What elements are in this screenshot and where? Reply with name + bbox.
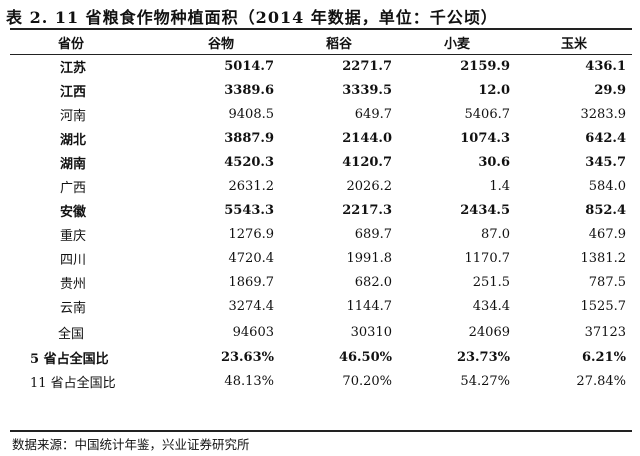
province-cell: 全国: [58, 326, 85, 342]
value-cell: 3339.5: [342, 82, 392, 98]
grain-area-table: 省份 谷物 稻谷 小麦 玉米 江苏 5014.7 2271.7 2159.9 436.1…: [10, 30, 632, 393]
header-rule: [10, 54, 632, 55]
value-cell: 48.13%: [224, 373, 274, 389]
value-cell: 1276.9: [228, 227, 275, 243]
province-cell: 江西: [60, 84, 87, 100]
value-cell: 682.0: [354, 275, 392, 291]
value-cell: 1.4: [489, 179, 510, 195]
value-cell: 1381.2: [580, 251, 627, 267]
table-row: 湖南 4520.3 4120.7 30.6 345.7: [10, 150, 632, 174]
table-row: 云南 3274.4 1144.7 434.4 1525.7: [10, 295, 632, 319]
province-cell: 河南: [60, 108, 87, 124]
header-wheat: 小麦: [443, 36, 470, 52]
table-title: 表 2. 11 省粮食作物种植面积（2014 年数据，单位：千公顷）: [6, 8, 498, 27]
value-cell: 2159.9: [460, 58, 510, 74]
value-cell: 70.20%: [342, 373, 392, 389]
province-cell: 安徽: [60, 205, 87, 221]
value-cell: 4520.3: [224, 154, 274, 170]
value-cell: 23.73%: [456, 349, 510, 365]
value-cell: 434.4: [472, 299, 510, 315]
table-row: 重庆 1276.9 689.7 87.0 467.9: [10, 223, 632, 247]
province-cell: 5 省占全国比: [30, 351, 109, 367]
value-cell: 1869.7: [228, 275, 275, 291]
province-cell: 湖北: [60, 132, 87, 148]
value-cell: 37123: [584, 324, 626, 340]
table-row: 湖北 3887.9 2144.0 1074.3 642.4: [10, 126, 632, 150]
province-cell: 贵州: [60, 277, 87, 293]
value-cell: 5543.3: [224, 203, 274, 219]
value-cell: 649.7: [354, 106, 392, 122]
table-row: 贵州 1869.7 682.0 251.5 787.5: [10, 271, 632, 295]
value-cell: 24069: [468, 324, 510, 340]
value-cell: 30.6: [478, 154, 510, 170]
value-cell: 54.27%: [460, 373, 510, 389]
province-cell: 四川: [60, 253, 87, 269]
value-cell: 787.5: [588, 275, 626, 291]
value-cell: 87.0: [481, 227, 510, 243]
value-cell: 2271.7: [342, 58, 392, 74]
value-cell: 2026.2: [346, 179, 393, 195]
value-cell: 4720.4: [228, 251, 275, 267]
value-cell: 467.9: [588, 227, 626, 243]
header-row: 省份 谷物 稻谷 小麦 玉米: [10, 30, 632, 54]
province-cell: 江苏: [60, 60, 87, 76]
table-row: 广西 2631.2 2026.2 1.4 584.0: [10, 174, 632, 198]
value-cell: 5014.7: [224, 58, 274, 74]
value-cell: 6.21%: [581, 349, 626, 365]
value-cell: 436.1: [585, 58, 626, 74]
value-cell: 46.50%: [338, 349, 392, 365]
value-cell: 30310: [350, 324, 392, 340]
value-cell: 23.63%: [220, 349, 274, 365]
value-cell: 1144.7: [346, 299, 393, 315]
value-cell: 3389.6: [224, 82, 274, 98]
value-cell: 3274.4: [228, 299, 275, 315]
value-cell: 29.9: [594, 82, 626, 98]
value-cell: 3283.9: [580, 106, 627, 122]
province-cell: 重庆: [60, 229, 87, 245]
value-cell: 852.4: [585, 203, 626, 219]
value-cell: 3887.9: [224, 130, 274, 146]
table-row: 安徽 5543.3 2217.3 2434.5 852.4: [10, 199, 632, 223]
table-row: 四川 4720.4 1991.8 1170.7 1381.2: [10, 247, 632, 271]
value-cell: 2631.2: [228, 179, 275, 195]
value-cell: 2217.3: [342, 203, 392, 219]
value-cell: 2434.5: [460, 203, 510, 219]
value-cell: 27.84%: [576, 373, 626, 389]
table-row: 江西 3389.6 3339.5 12.0 29.9: [10, 78, 632, 102]
province-cell: 湖南: [60, 156, 87, 172]
value-cell: 1525.7: [580, 299, 627, 315]
header-cereals: 谷物: [207, 36, 234, 52]
value-cell: 12.0: [478, 82, 510, 98]
value-cell: 2144.0: [342, 130, 392, 146]
data-source-note: 数据来源：中国统计年鉴，兴业证券研究所: [12, 437, 250, 452]
bottom-rule: [10, 430, 632, 432]
value-cell: 345.7: [585, 154, 626, 170]
value-cell: 689.7: [354, 227, 392, 243]
national-total-row: 全国 94603 30310 24069 37123: [10, 319, 632, 345]
value-cell: 5406.7: [464, 106, 511, 122]
province-cell: 广西: [60, 181, 87, 197]
value-cell: 9408.5: [228, 106, 275, 122]
value-cell: 94603: [232, 324, 274, 340]
table-row: 江苏 5014.7 2271.7 2159.9 436.1: [10, 54, 632, 78]
value-cell: 1991.8: [346, 251, 393, 267]
value-cell: 1074.3: [460, 130, 510, 146]
top-rule: [10, 28, 632, 30]
value-cell: 1170.7: [464, 251, 511, 267]
province-cell: 云南: [60, 301, 87, 317]
header-province: 省份: [58, 36, 85, 52]
province-cell: 11 省占全国比: [30, 375, 116, 391]
eleven-province-share-row: 11 省占全国比 48.13% 70.20% 54.27% 27.84%: [10, 369, 632, 393]
five-province-share-row: 5 省占全国比 23.63% 46.50% 23.73% 6.21%: [10, 345, 632, 369]
value-cell: 251.5: [472, 275, 510, 291]
value-cell: 4120.7: [342, 154, 392, 170]
header-rice: 稻谷: [325, 36, 352, 52]
header-corn: 玉米: [560, 36, 587, 52]
value-cell: 642.4: [585, 130, 626, 146]
value-cell: 584.0: [588, 179, 626, 195]
table-row: 河南 9408.5 649.7 5406.7 3283.9: [10, 102, 632, 126]
